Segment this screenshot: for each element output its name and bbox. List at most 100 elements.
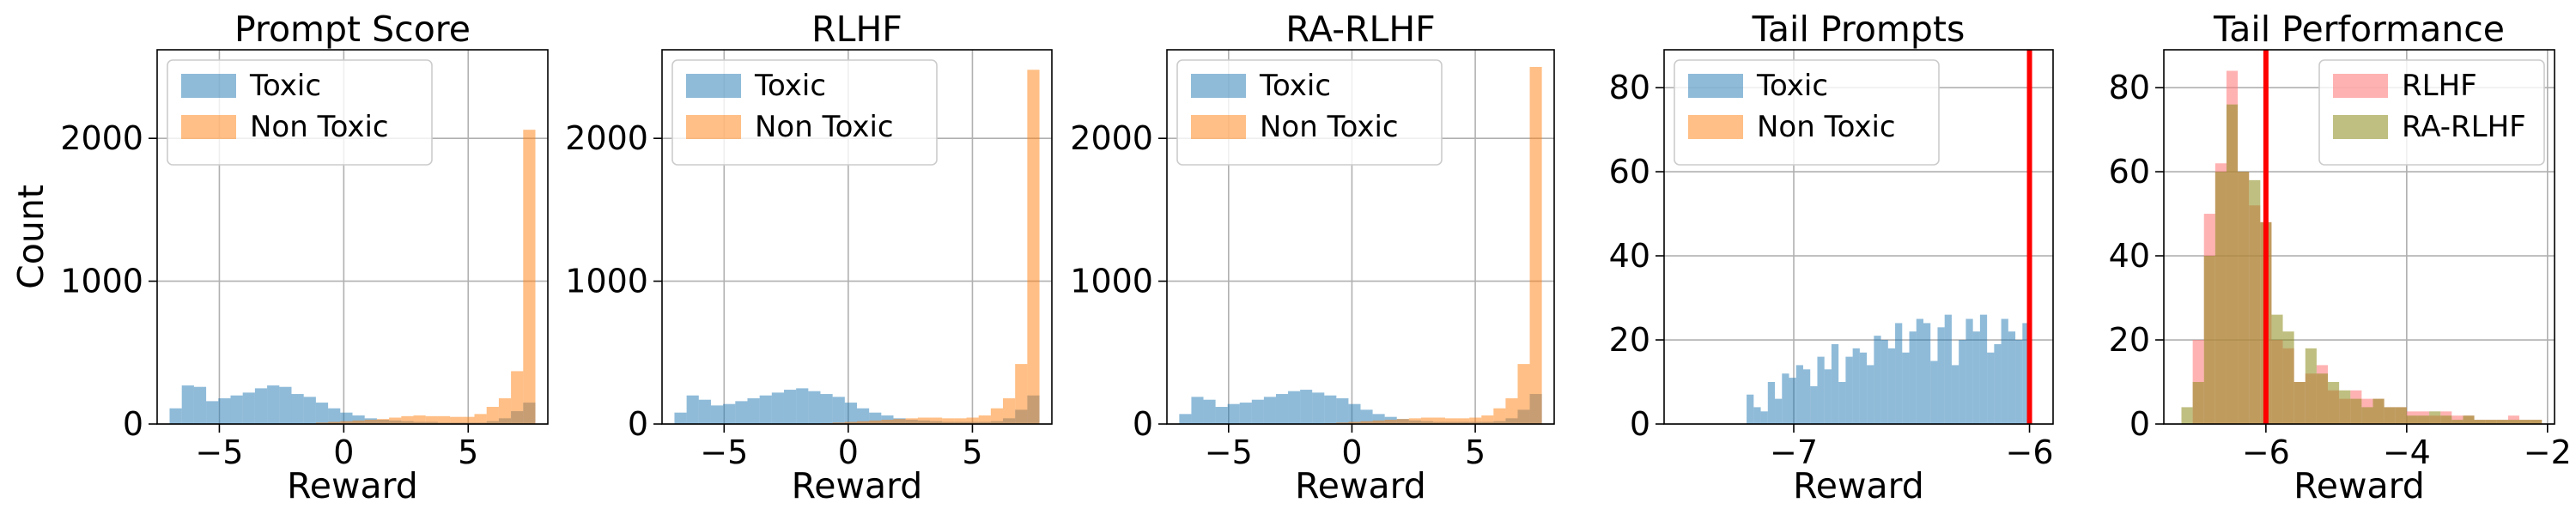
histogram-bar [710,405,724,424]
histogram-bar [1802,369,1811,424]
histogram-bar [723,403,736,424]
histogram-bar [450,416,463,424]
y-axis-label: Count [10,185,52,289]
histogram-bar [1930,360,1938,424]
histogram-bar [230,395,243,424]
histogram-bar [1348,403,1361,424]
legend-swatch [2333,115,2388,139]
histogram-bar [1795,365,1803,424]
series-non-toxic [315,130,536,424]
legend-swatch [1688,115,1743,139]
histogram-bar [1887,348,1896,424]
axes-frame [1166,49,1555,425]
histogram-bar [1275,394,1289,424]
histogram-bar [303,397,316,424]
histogram-bar [2316,373,2329,424]
histogram-bar [1457,418,1470,424]
histogram-bar [242,392,255,424]
histogram-bar [747,398,760,424]
x-tick-label: −2 [2524,433,2572,471]
histogram-bar [990,408,1004,424]
legend-label: Toxic [754,69,826,103]
histogram-bar [193,386,207,424]
series-non-toxic [1324,66,1542,424]
histogram-bar [1817,356,1825,424]
histogram-bar [808,391,821,424]
histogram-bar [291,394,304,424]
histogram-bar [2350,398,2362,424]
legend: Toxic Non Toxic [167,59,433,166]
histogram-bar [2215,172,2227,424]
y-tick-label: 2000 [565,119,648,157]
series-toxic [1747,314,2030,424]
histogram-bar [686,395,699,424]
histogram-bar [389,417,402,424]
y-tick-label: 0 [1133,405,1153,443]
histogram-bar [352,420,365,424]
histogram-bar [978,415,991,424]
histogram-bar [1263,397,1276,424]
histogram-bar [2293,382,2306,424]
histogram-bar [2496,420,2508,424]
histogram-bar [1469,417,1482,424]
histogram-bar [1505,398,1518,424]
histogram-bar [315,403,329,424]
histogram-bar [1810,385,1818,424]
histogram-bar [1937,327,1945,424]
histogram-bar [1902,352,1910,424]
histogram-bar [2249,179,2261,424]
histogram-bar [1979,314,1988,424]
y-tick-label: 60 [2109,153,2150,191]
histogram-bar [1831,343,1839,424]
histogram-bar [2417,415,2430,424]
histogram-bar [2328,382,2340,424]
histogram-bar [771,392,784,424]
histogram-bar [954,418,967,424]
histogram-bar [2406,415,2418,424]
histogram-bar [2271,314,2283,424]
x-tick-label: 5 [1465,433,1485,471]
histogram-bar [2282,331,2294,424]
y-tick-label: 1000 [1070,263,1153,300]
histogram-bar [820,394,833,424]
histogram-bar [315,422,329,424]
chart-panel-2: −5 0 5 0 1000 2000 RLHF Reward Toxic Non Toxic [565,9,1053,506]
histogram-bar [832,397,845,424]
histogram-bar [1408,418,1421,424]
y-tick-label: 2000 [1070,119,1153,157]
histogram-bar [1445,418,1458,424]
histogram-bar [1987,352,1995,424]
histogram-bar [1838,382,1846,424]
histogram-bar [1867,365,1874,424]
histogram-bar [486,407,499,424]
histogram-bar [844,403,857,424]
histogram-bar [698,399,711,424]
histogram-bar [1767,382,1776,424]
y-tick-label: 0 [2129,405,2150,443]
histogram-bar [1003,398,1016,424]
histogram-bar [1288,391,1301,424]
histogram-bar [425,415,438,424]
chart-title: RLHF [811,9,902,50]
histogram-bar [1336,422,1349,424]
histogram-bar [869,420,882,424]
histogram-bar [1529,66,1542,424]
histogram-bar [1191,397,1204,424]
histogram-bar [1481,415,1494,424]
x-tick-label: −6 [2006,433,2054,471]
histogram-bar [1944,314,1952,424]
histogram-bar [2485,420,2497,424]
chart-panel-1: −5 0 5 0 1000 2000 Prompt Score Reward Count Toxi… [10,9,549,506]
series-ra-rlhf [2181,104,2543,424]
y-tick-label: 80 [1609,69,1650,106]
histogram-bar [942,418,955,424]
histogram-bar [832,422,845,424]
histogram-bar [413,415,426,424]
histogram-bar [2440,415,2452,424]
histogram-bar [844,421,857,424]
histogram-bar [1517,364,1530,424]
histogram-bar [893,419,906,424]
histogram-bar [267,385,280,424]
y-tick-label: 60 [1609,153,1650,191]
